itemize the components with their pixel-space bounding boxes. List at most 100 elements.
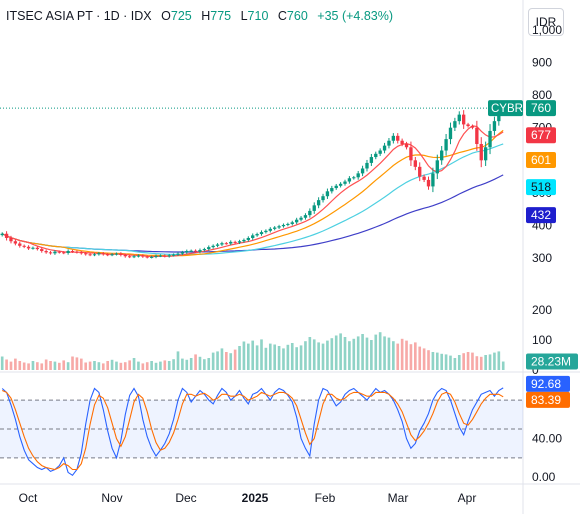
candle (237, 241, 242, 243)
volume-bar (475, 356, 479, 370)
candle (84, 253, 88, 255)
price-tick-label: 1,000 (532, 23, 562, 37)
candle (431, 173, 435, 187)
candle (488, 130, 492, 148)
volume-bar (141, 363, 145, 370)
time-tick-label: Mar (388, 491, 409, 505)
ma-value-badge (526, 151, 556, 168)
volume-bar (27, 363, 30, 370)
price-tick-label: 300 (532, 251, 552, 265)
candle (457, 114, 461, 122)
volume-bar (290, 343, 294, 370)
candle (330, 188, 334, 192)
volume-bar (185, 359, 189, 370)
volume-bar (435, 352, 439, 370)
volume-bar (203, 359, 206, 370)
candle (185, 251, 189, 253)
candle (409, 147, 413, 161)
candle (316, 200, 321, 206)
candle (0, 233, 4, 236)
symbol-tag-text: CYBR (491, 103, 523, 115)
candle (387, 140, 391, 146)
close-value: 760 (286, 9, 308, 23)
price-tick-label: 900 (532, 55, 552, 69)
volume-bar (251, 340, 255, 370)
volume-bar (181, 358, 184, 370)
volume-tick-label: 100 (532, 333, 552, 347)
symbol-title[interactable]: ITSEC ASIA PT · 1D · IDX (6, 9, 152, 23)
candle (352, 177, 356, 179)
candle (180, 252, 185, 254)
volume-bar (392, 341, 395, 370)
volume-bar (405, 340, 408, 370)
volume-bar (132, 358, 136, 370)
volume-bar (264, 347, 268, 370)
candle (303, 215, 308, 218)
currency-button[interactable]: IDR (528, 8, 564, 36)
high-value: 775 (210, 9, 232, 23)
candle (48, 252, 53, 254)
volume-bar (431, 352, 435, 370)
stochastic-tick-label: 0.00 (532, 470, 556, 484)
candle (400, 140, 404, 144)
candle (193, 250, 198, 252)
volume-bar (211, 352, 215, 370)
volume-bar (31, 361, 35, 370)
low-value: 710 (247, 9, 269, 23)
candle (391, 135, 396, 141)
candle (378, 150, 382, 154)
volume-bar (348, 341, 351, 370)
volume-tick-label: 200 (532, 303, 552, 317)
volume-bar (308, 337, 312, 370)
candle (88, 254, 92, 256)
volume-bar (246, 343, 250, 370)
volume-bar (238, 346, 241, 370)
volume-bar (400, 338, 404, 370)
volume-bar (189, 358, 193, 370)
candle (413, 160, 417, 167)
candle (426, 179, 431, 187)
volume-bar (9, 361, 13, 370)
volume-bar (378, 332, 382, 370)
volume-bar (14, 358, 17, 370)
candle (22, 245, 26, 247)
volume-bar (84, 362, 88, 370)
ma-value-text: 677 (531, 128, 551, 142)
candle (92, 254, 97, 256)
candle (119, 253, 123, 255)
volume-bar (471, 352, 474, 370)
candle (110, 254, 114, 256)
candle (101, 253, 105, 255)
symbol-tag (488, 100, 523, 117)
price-tick-label: 800 (532, 88, 552, 102)
candle (123, 254, 127, 257)
volume-bar (128, 360, 131, 370)
volume-bar (387, 337, 391, 370)
candle (40, 249, 44, 252)
candle (4, 233, 9, 238)
volume-bar (66, 362, 70, 370)
volume-bar (493, 352, 496, 370)
candle (224, 243, 229, 245)
stochastic-line (1, 389, 504, 471)
candle (277, 226, 281, 228)
volume-bar (163, 360, 167, 370)
candle (18, 243, 22, 246)
volume-bar (299, 345, 303, 370)
candle (338, 183, 343, 186)
candle (66, 251, 70, 253)
volume-bar (150, 361, 153, 370)
volume-bar (277, 346, 281, 370)
candle (149, 256, 154, 258)
volume-bar (97, 362, 101, 370)
candle (57, 251, 62, 253)
last-price-text: 760 (531, 101, 551, 115)
ma-value-text: 432 (531, 208, 551, 222)
candle (470, 126, 475, 128)
volume-badge (526, 353, 578, 370)
stochastic-d-badge (526, 391, 570, 408)
candle (360, 168, 365, 174)
time-tick-label: Apr (458, 491, 477, 505)
candle (356, 173, 360, 178)
